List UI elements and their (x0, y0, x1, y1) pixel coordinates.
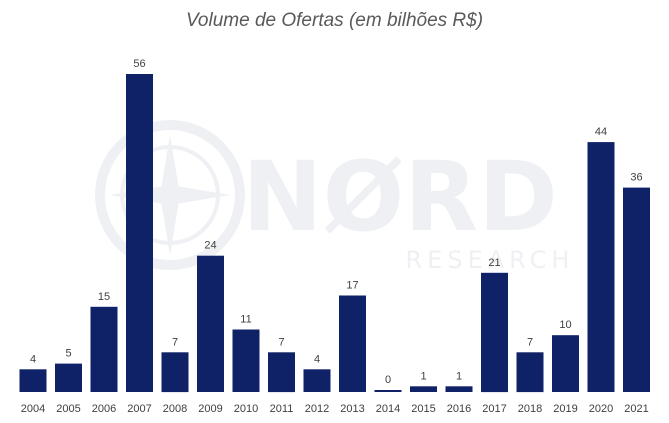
x-axis-tick-labels: 2004 2005 2006 2007 2008 2009 2010 2011 2012 2013… (21, 403, 649, 415)
value-label-2021: 36 (630, 172, 642, 184)
x-tick-2017: 2017 (482, 403, 506, 415)
x-tick-2018: 2018 (518, 403, 542, 415)
x-tick-2014: 2014 (376, 403, 400, 415)
x-tick-2006: 2006 (92, 403, 116, 415)
bar-2011 (268, 352, 295, 393)
x-tick-2019: 2019 (553, 403, 577, 415)
bar-2016 (445, 386, 473, 392)
value-label-2009: 24 (204, 240, 216, 252)
bar-2005 (55, 363, 82, 392)
value-label-2013: 17 (346, 280, 358, 292)
value-label-2006: 15 (98, 291, 110, 303)
chart-title: Volume de Ofertas (em bilhões R$) (185, 10, 484, 31)
x-tick-2007: 2007 (127, 403, 151, 415)
value-label-2012: 4 (314, 353, 320, 365)
x-tick-2013: 2013 (340, 403, 364, 415)
value-label-2016: 1 (456, 370, 462, 382)
watermark: NØRD RESEARCH (95, 120, 575, 274)
bar-2010 (232, 329, 260, 392)
x-tick-2011: 2011 (270, 403, 294, 415)
x-tick-2010: 2010 (234, 403, 258, 415)
bar-2017 (481, 272, 508, 393)
bar-2018 (516, 352, 544, 393)
bar-2012 (303, 369, 331, 392)
value-label-2010: 11 (240, 314, 251, 326)
value-label-2019: 10 (559, 319, 571, 331)
value-label-2015: 1 (420, 370, 426, 382)
value-label-2008: 7 (172, 336, 178, 348)
bar-2009 (197, 255, 224, 392)
x-tick-2012: 2012 (305, 403, 329, 415)
watermark-brand: NØRD (242, 141, 558, 253)
x-tick-2015: 2015 (411, 403, 435, 415)
value-label-2017: 21 (488, 257, 500, 269)
bar-2006 (90, 306, 118, 392)
bar-2021 (623, 187, 650, 392)
x-tick-2005: 2005 (56, 403, 80, 415)
bar-2007 (126, 74, 153, 392)
value-label-2014: 0 (385, 374, 391, 386)
bar-2004 (19, 369, 47, 392)
x-tick-2009: 2009 (198, 403, 222, 415)
value-label-2020: 44 (595, 126, 607, 138)
x-tick-2021: 2021 (624, 403, 648, 415)
value-label-2005: 5 (65, 348, 71, 360)
bar-2019 (552, 335, 579, 392)
compass-logo-icon (95, 120, 245, 270)
x-tick-2016: 2016 (447, 403, 471, 415)
bar-2014 (374, 390, 402, 392)
bar-2008 (161, 352, 189, 393)
watermark-sub: RESEARCH (406, 246, 575, 274)
bar-2013 (339, 295, 366, 392)
value-label-2011: 7 (278, 336, 284, 348)
x-tick-2004: 2004 (21, 403, 45, 415)
value-label-2004: 4 (30, 353, 36, 365)
x-tick-2020: 2020 (589, 403, 613, 415)
value-label-2018: 7 (527, 336, 533, 348)
value-label-2007: 56 (133, 58, 145, 70)
bar-2015 (410, 386, 437, 392)
x-tick-2008: 2008 (163, 403, 187, 415)
bars-group (19, 74, 650, 393)
bar-2020 (587, 142, 615, 392)
